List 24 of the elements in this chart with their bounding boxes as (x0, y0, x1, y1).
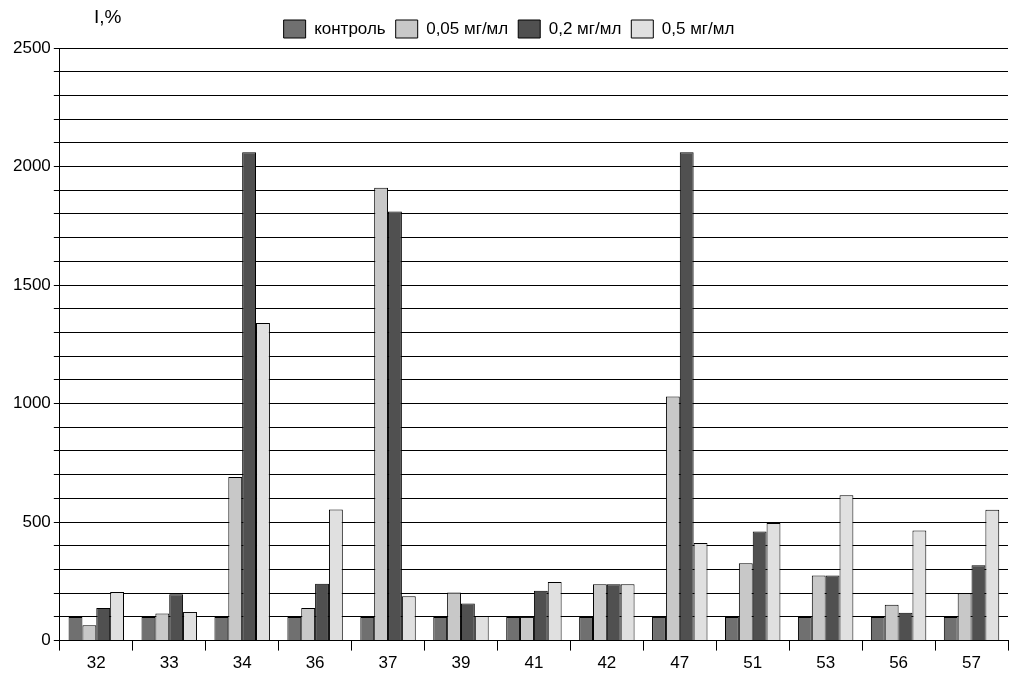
x-tick-label: 32 (86, 653, 106, 673)
x-tick-label: 56 (889, 653, 909, 673)
x-tick-label: 34 (232, 653, 252, 673)
x-tick-label: 36 (305, 653, 325, 673)
x-tick-label: 47 (670, 653, 690, 673)
legend-label: 0,05 мг/мл (426, 18, 509, 38)
x-tick-label: 41 (524, 653, 544, 673)
legend-label: 0,2 мг/мл (548, 18, 622, 38)
legend-label: контроль (314, 18, 386, 38)
y-axis-title: I,% (94, 6, 122, 28)
x-tick-label: 39 (451, 653, 471, 673)
x-tick-label: 37 (378, 653, 398, 673)
x-tick-label: 53 (816, 653, 836, 673)
x-tick-label: 51 (743, 653, 763, 673)
y-tick-label: 2500 (12, 37, 51, 57)
y-tick-label: 500 (22, 511, 51, 531)
y-tick-label: 1000 (12, 393, 51, 413)
y-tick-label: 0 (41, 630, 51, 650)
x-tick-label: 33 (159, 653, 179, 673)
x-tick-label: 57 (962, 653, 981, 673)
y-tick-label: 1500 (12, 274, 51, 294)
y-tick-label: 2000 (12, 156, 51, 176)
legend-label: 0,5 мг/мл (661, 18, 735, 38)
x-tick-label: 42 (597, 653, 617, 673)
